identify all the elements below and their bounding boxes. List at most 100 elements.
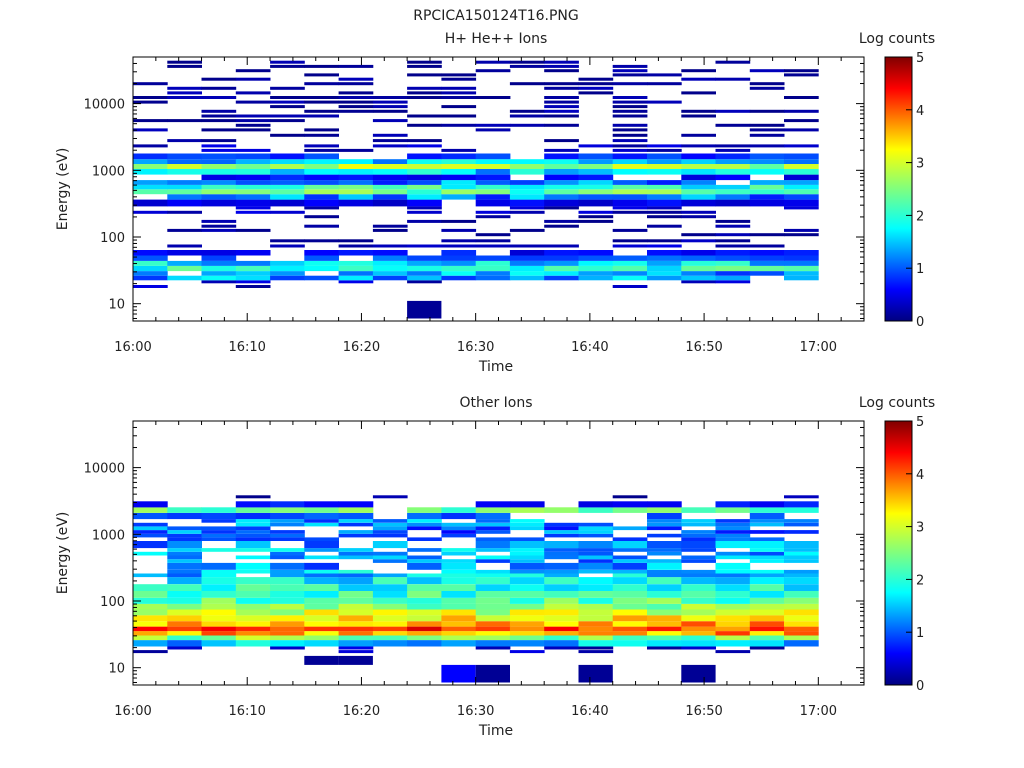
heatmap-cell xyxy=(612,603,648,610)
heatmap-cell xyxy=(475,244,511,248)
heatmap-cell xyxy=(304,512,339,520)
heatmap-cell xyxy=(441,123,477,127)
heatmap-cell xyxy=(475,271,511,276)
heatmap-cell xyxy=(270,555,305,560)
heatmap-cell xyxy=(235,260,271,266)
heatmap-cell xyxy=(784,631,819,636)
heatmap-cell xyxy=(133,626,168,632)
panel-1-axes: 10 100 1000 10000 16:00 16:10 16:20 16:30 16:40 1… xyxy=(84,56,865,355)
heatmap-cell xyxy=(681,533,716,538)
heatmap-cell xyxy=(578,77,614,81)
heatmap-cell xyxy=(304,603,339,610)
heatmap-cell xyxy=(441,91,477,95)
heatmap-cell xyxy=(544,109,579,113)
heatmap-cell xyxy=(681,233,716,237)
heatmap-cell xyxy=(167,555,202,560)
heatmap-cell xyxy=(612,69,648,73)
heatmap-cell xyxy=(715,219,751,223)
heatmap-cell xyxy=(475,512,511,520)
heatmap-cell xyxy=(784,189,819,195)
heatmap-cell xyxy=(578,271,614,276)
heatmap-cell xyxy=(338,96,374,99)
heatmap-cell xyxy=(612,206,648,210)
heatmap-cell xyxy=(475,522,511,527)
heatmap-cell xyxy=(270,609,305,616)
heatmap-cell xyxy=(578,265,614,272)
panel-1-title: H+ He++ Ions xyxy=(445,31,548,47)
heatmap-cell xyxy=(235,635,271,641)
heatmap-cell xyxy=(681,548,716,552)
heatmap-cell xyxy=(647,184,682,190)
heatmap-cell xyxy=(201,228,237,232)
heatmap-cell xyxy=(441,86,477,90)
heatmap-cell xyxy=(304,255,339,261)
heatmap-cell xyxy=(715,109,751,113)
heatmap-cell xyxy=(133,584,168,591)
heatmap-cell xyxy=(201,507,237,513)
heatmap-cell xyxy=(338,551,374,556)
heatmap-cell xyxy=(647,244,682,248)
heatmap-cell xyxy=(681,271,716,276)
heatmap-cell xyxy=(201,526,237,531)
heatmap-cell xyxy=(235,555,271,560)
heatmap-cell xyxy=(681,169,716,175)
heatmap-cell xyxy=(235,280,271,284)
heatmap-cell xyxy=(235,626,271,632)
heatmap-cell xyxy=(544,271,579,276)
heatmap-cell xyxy=(715,194,751,200)
heatmap-cell xyxy=(544,159,579,164)
heatmap-cell xyxy=(407,219,442,223)
heatmap-cell xyxy=(407,522,442,527)
heatmap-cell xyxy=(784,495,819,499)
heatmap-cell xyxy=(509,159,545,164)
heatmap-cell xyxy=(201,77,237,81)
heatmap-cell xyxy=(544,548,579,552)
heatmap-cell xyxy=(749,194,785,200)
heatmap-cell xyxy=(201,280,237,284)
y-tick-label: 100 xyxy=(100,231,125,246)
heatmap-cell xyxy=(509,228,545,232)
heatmap-cell xyxy=(749,169,785,175)
heatmap-cell xyxy=(372,577,408,585)
heatmap-cell xyxy=(749,548,785,552)
heatmap-cell xyxy=(235,591,271,598)
heatmap-cell xyxy=(715,522,751,527)
heatmap-cell xyxy=(647,559,682,563)
heatmap-cell xyxy=(304,169,339,175)
heatmap-cell xyxy=(612,591,648,598)
heatmap-cell xyxy=(612,73,648,77)
heatmap-cell xyxy=(407,91,442,95)
heatmap-cell xyxy=(304,275,339,281)
heatmap-cell xyxy=(475,69,511,73)
heatmap-cell xyxy=(749,591,785,598)
heatmap-cell xyxy=(372,119,408,123)
heatmap-cell xyxy=(270,119,305,123)
heatmap-cell xyxy=(544,533,579,538)
heatmap-cell xyxy=(784,128,819,132)
heatmap-cell xyxy=(647,260,682,266)
heatmap-cell xyxy=(509,584,545,591)
heatmap-cell xyxy=(647,640,682,647)
heatmap-cell xyxy=(681,133,716,137)
heatmap-cell xyxy=(784,507,819,513)
heatmap-cell xyxy=(544,621,579,627)
heatmap-cell xyxy=(167,569,202,574)
heatmap-cell xyxy=(544,114,579,118)
heatmap-cell xyxy=(304,206,339,210)
heatmap-cell xyxy=(441,609,477,616)
heatmap-cell xyxy=(475,96,511,99)
heatmap-cell xyxy=(784,555,819,560)
heatmap-cell xyxy=(167,640,202,647)
heatmap-cell xyxy=(201,271,237,276)
heatmap-cell xyxy=(338,621,374,627)
heatmap-cell xyxy=(235,519,271,523)
heatmap-cell xyxy=(612,275,648,281)
heatmap-cell xyxy=(612,199,648,207)
heatmap-cell xyxy=(372,194,408,200)
heatmap-cell xyxy=(715,621,751,627)
heatmap-cell xyxy=(372,163,408,169)
heatmap-cell xyxy=(304,626,339,632)
heatmap-cell xyxy=(441,530,477,534)
heatmap-cell xyxy=(647,573,682,578)
colorbar-tick-label: 4 xyxy=(916,104,924,119)
